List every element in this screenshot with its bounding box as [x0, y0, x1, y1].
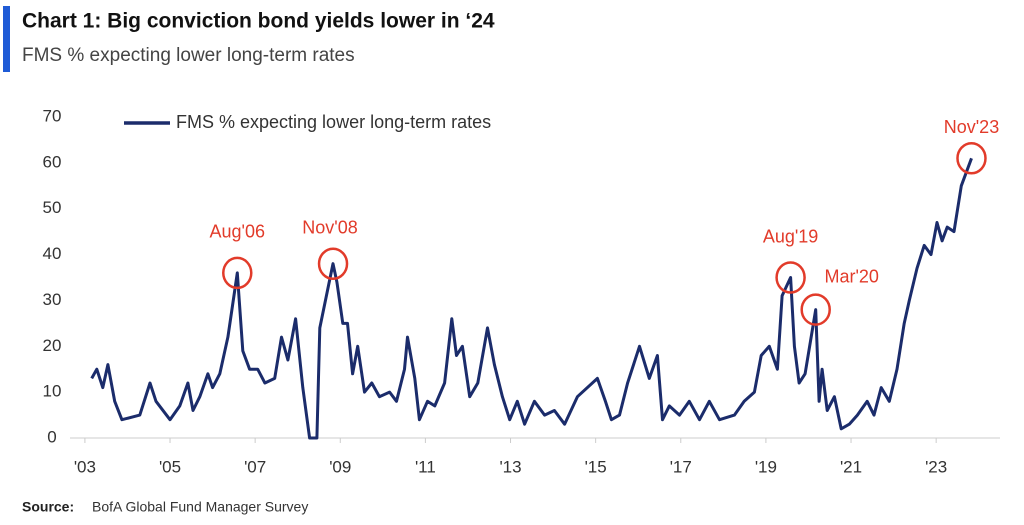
legend-label: FMS % expecting lower long-term rates: [176, 112, 491, 132]
annotation-label: Aug'06: [210, 222, 266, 242]
annotation-circle: [800, 293, 831, 326]
y-tick-label: 60: [43, 152, 62, 171]
annotation-circle: [317, 247, 349, 280]
chart-title: Chart 1: Big conviction bond yields lowe…: [22, 10, 495, 33]
x-tick-label: '05: [159, 457, 181, 476]
annotation-label: Aug'19: [763, 226, 819, 246]
annotation-circle: [775, 261, 806, 294]
y-tick-label: 70: [43, 106, 62, 125]
annotation-circle: [222, 256, 253, 290]
x-tick-label: '19: [755, 457, 777, 476]
x-tick-label: '13: [499, 457, 521, 476]
y-tick-label: 30: [43, 290, 62, 309]
annotation-label: Nov'23: [944, 117, 999, 137]
source-label: Source:: [22, 499, 74, 515]
source: BofA Global Fund Manager Survey: [92, 499, 308, 515]
y-tick-label: 0: [47, 427, 56, 446]
x-tick-label: '09: [329, 457, 351, 476]
line-series: [90, 157, 973, 440]
x-tick-label: '07: [244, 457, 266, 476]
title-accent: [3, 6, 10, 72]
y-tick-label: 40: [43, 244, 62, 263]
y-tick-label: 10: [43, 382, 62, 401]
chart-subtitle: FMS % expecting lower long-term rates: [22, 45, 355, 66]
x-tick-label: '03: [74, 457, 96, 476]
x-tick-label: '21: [840, 457, 862, 476]
annotation-label: Nov'08: [302, 217, 357, 237]
x-tick-label: '23: [925, 457, 947, 476]
annotation-label: Mar'20: [824, 266, 878, 286]
y-tick-label: 20: [43, 336, 62, 355]
x-tick-label: '17: [670, 457, 692, 476]
x-tick-label: '11: [415, 457, 436, 476]
y-tick-label: 50: [43, 198, 62, 217]
x-tick-label: '15: [585, 457, 607, 476]
annotation-circle: [956, 142, 987, 175]
